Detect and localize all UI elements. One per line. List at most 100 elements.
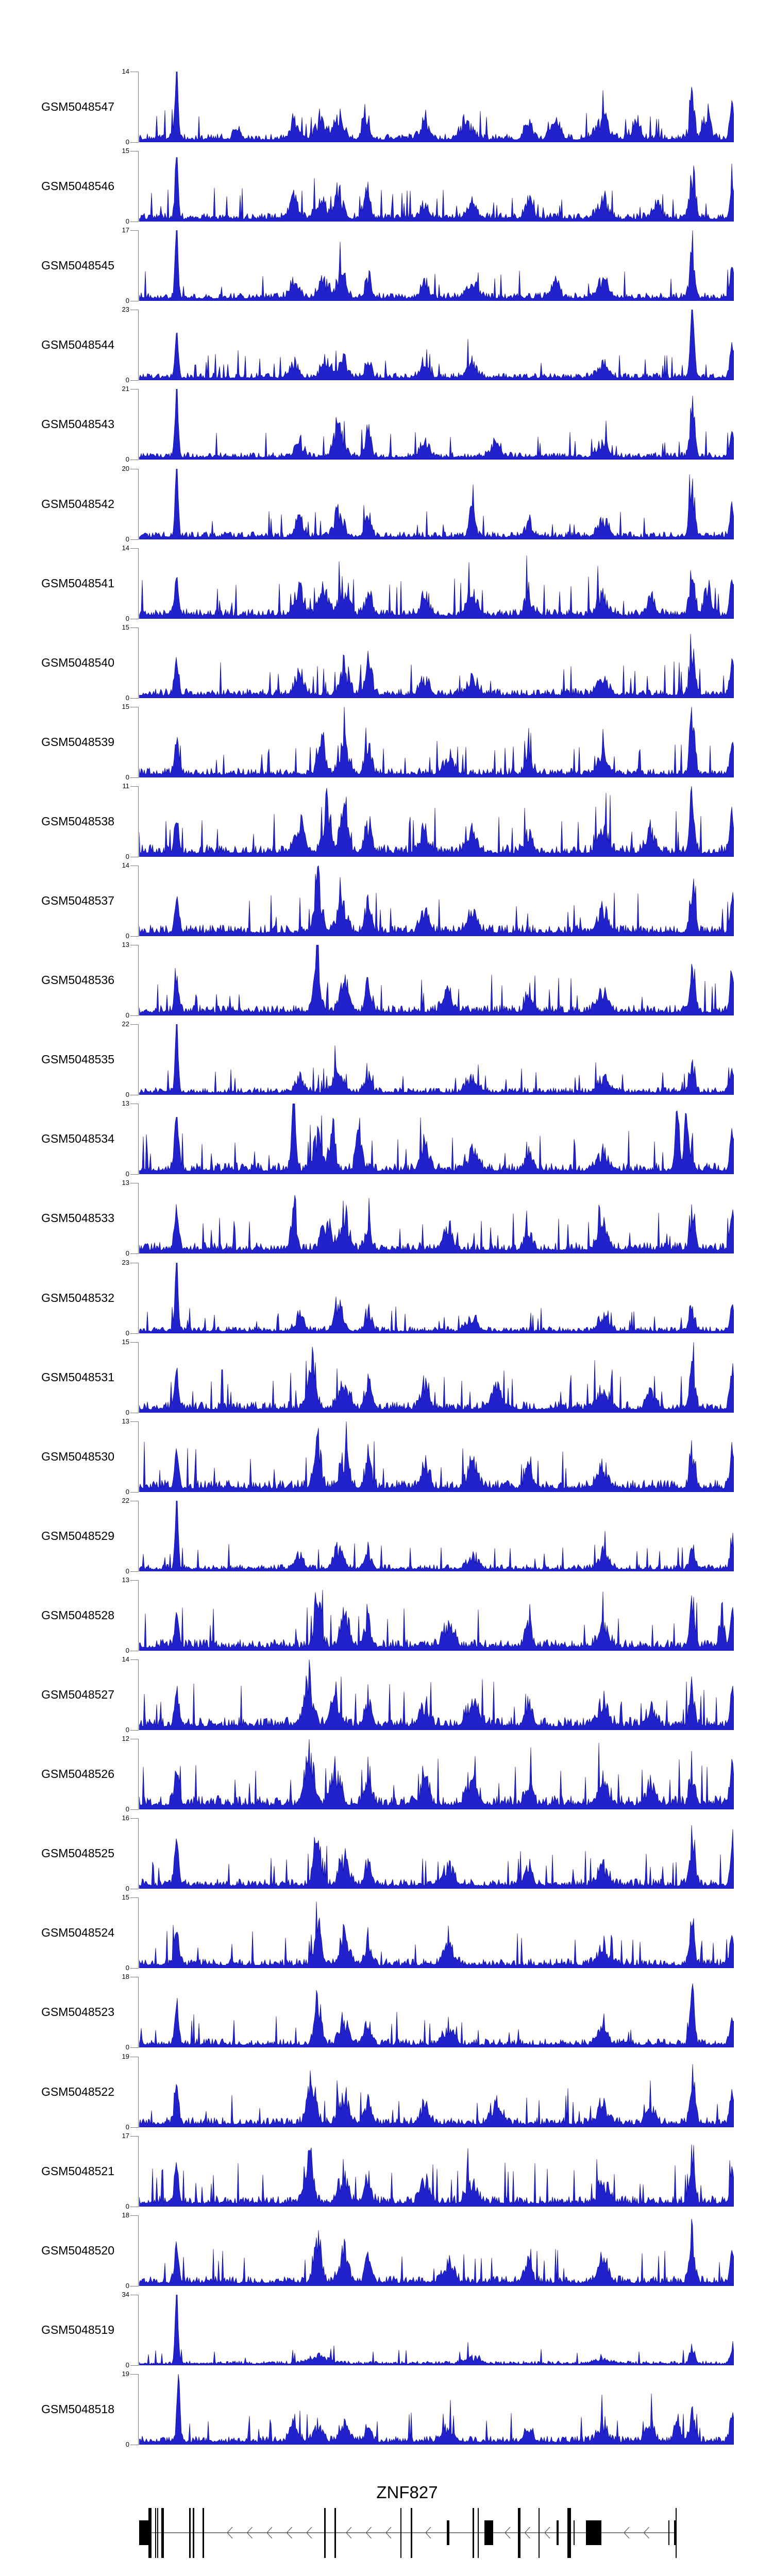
track-sample-label: GSM5048538 xyxy=(41,814,114,828)
track-zero-label: 0 xyxy=(125,2361,129,2369)
track-ymax-label: 19 xyxy=(122,2369,129,2378)
track-sample-label: GSM5048536 xyxy=(41,973,114,987)
track-signal-area xyxy=(139,945,734,1016)
track-row: GSM5048535 22 0 xyxy=(0,1020,773,1098)
track-zero-label: 0 xyxy=(125,2202,129,2210)
track-y-axis-line xyxy=(138,151,139,223)
track-ymax-label: 34 xyxy=(122,2290,129,2298)
track-signal-area xyxy=(139,1342,734,1413)
track-ymax-label: 14 xyxy=(122,1655,129,1663)
track-y-axis-line xyxy=(138,1500,139,1572)
exon-tall xyxy=(567,2508,571,2558)
track-y-axis-line xyxy=(138,230,139,302)
exon-tall xyxy=(193,2508,194,2558)
exon-tall xyxy=(411,2508,412,2558)
strand-arrow-icon xyxy=(365,2527,372,2539)
signal-path xyxy=(139,230,734,301)
signal-path xyxy=(139,468,734,539)
gene-model-track xyxy=(139,2508,677,2558)
track-signal-area xyxy=(139,1024,734,1095)
track-row: GSM5048520 18 0 xyxy=(0,2211,773,2290)
track-row: GSM5048539 15 0 xyxy=(0,703,773,781)
track-signal-area xyxy=(139,633,734,698)
track-zero-label: 0 xyxy=(125,2281,129,2290)
track-sample-label: GSM5048527 xyxy=(41,1688,114,1701)
track-y-axis-line xyxy=(138,72,139,143)
track-y-axis-zero-tick xyxy=(130,1253,138,1255)
track-zero-label: 0 xyxy=(125,217,129,226)
track-ymax-label: 15 xyxy=(122,623,129,631)
exon-tall xyxy=(334,2508,336,2558)
track-row: GSM5048528 13 0 xyxy=(0,1576,773,1654)
track-y-axis-line xyxy=(138,1024,139,1096)
track-sample-label: GSM5048518 xyxy=(41,2402,114,2416)
track-row: GSM5048523 18 0 xyxy=(0,1973,773,2051)
track-ymax-label: 15 xyxy=(122,1337,129,1346)
signal-path xyxy=(139,555,734,619)
signal-path xyxy=(139,866,734,936)
track-y-axis-line xyxy=(138,2294,139,2366)
track-zero-label: 0 xyxy=(125,852,129,860)
track-y-axis-top-tick xyxy=(130,2374,138,2375)
track-sample-label: GSM5048543 xyxy=(41,417,114,431)
signal-path xyxy=(139,1825,734,1889)
track-zero-label: 0 xyxy=(125,773,129,781)
signal-path xyxy=(139,2063,734,2127)
signal-path xyxy=(139,945,734,1016)
signal-path xyxy=(139,633,734,698)
signal-path xyxy=(139,1104,734,1175)
track-y-axis-line xyxy=(138,1897,139,1969)
track-signal-area xyxy=(139,2063,734,2127)
track-signal-area xyxy=(139,786,734,857)
track-ymax-label: 17 xyxy=(122,2131,129,2140)
track-zero-label: 0 xyxy=(125,1329,129,1337)
track-ymax-label: 18 xyxy=(122,2211,129,2219)
strand-arrow-icon xyxy=(425,2527,431,2539)
exon-tall xyxy=(189,2508,191,2558)
track-y-axis-line xyxy=(138,706,139,778)
track-sample-label: GSM5048537 xyxy=(41,894,114,907)
track-sample-label: GSM5048546 xyxy=(41,179,114,193)
track-ymax-label: 16 xyxy=(122,1814,129,1822)
track-signal-area xyxy=(139,2218,734,2286)
track-y-axis-top-tick xyxy=(130,2215,138,2216)
track-signal-area xyxy=(139,2374,734,2445)
track-sample-label: GSM5048532 xyxy=(41,1291,114,1304)
track-sample-label: GSM5048542 xyxy=(41,497,114,511)
signal-path xyxy=(139,2144,734,2207)
track-y-axis-line xyxy=(138,866,139,937)
track-y-axis-zero-tick xyxy=(130,698,138,699)
track-y-axis-zero-tick xyxy=(130,2127,138,2128)
track-ymax-label: 15 xyxy=(122,147,129,155)
signal-path xyxy=(139,1589,734,1651)
track-row: GSM5048543 21 0 xyxy=(0,385,773,463)
exon-short xyxy=(586,2520,601,2545)
track-sample-label: GSM5048528 xyxy=(41,1608,114,1622)
strand-arrow-icon xyxy=(624,2527,630,2539)
track-signal-area xyxy=(139,2294,734,2365)
track-zero-label: 0 xyxy=(125,1408,129,1416)
track-signal-area xyxy=(139,1984,734,2048)
track-signal-area xyxy=(139,157,734,222)
exon-short xyxy=(674,2520,676,2545)
track-y-axis-zero-tick xyxy=(130,1730,138,1731)
strand-arrow-icon xyxy=(286,2527,292,2539)
track-signal-area xyxy=(139,468,734,539)
track-y-axis-line xyxy=(138,468,139,540)
track-signal-area xyxy=(139,706,734,777)
track-ymax-label: 22 xyxy=(122,1020,129,1028)
track-y-axis-top-tick xyxy=(130,548,138,549)
track-zero-label: 0 xyxy=(125,1249,129,1258)
track-ymax-label: 13 xyxy=(122,1099,129,1108)
track-row: GSM5048536 13 0 xyxy=(0,941,773,1019)
track-row: GSM5048518 19 0 xyxy=(0,2370,773,2448)
track-y-axis-zero-tick xyxy=(130,936,138,937)
exon-tall xyxy=(161,2508,164,2558)
track-row: GSM5048545 17 0 xyxy=(0,226,773,304)
track-signal-area xyxy=(139,1901,734,1969)
track-sample-label: GSM5048544 xyxy=(41,338,114,352)
track-y-axis-line xyxy=(138,1104,139,1175)
track-row: GSM5048547 14 0 xyxy=(0,67,773,146)
strand-arrow-icon xyxy=(306,2527,312,2539)
track-y-axis-top-tick xyxy=(130,1897,138,1899)
